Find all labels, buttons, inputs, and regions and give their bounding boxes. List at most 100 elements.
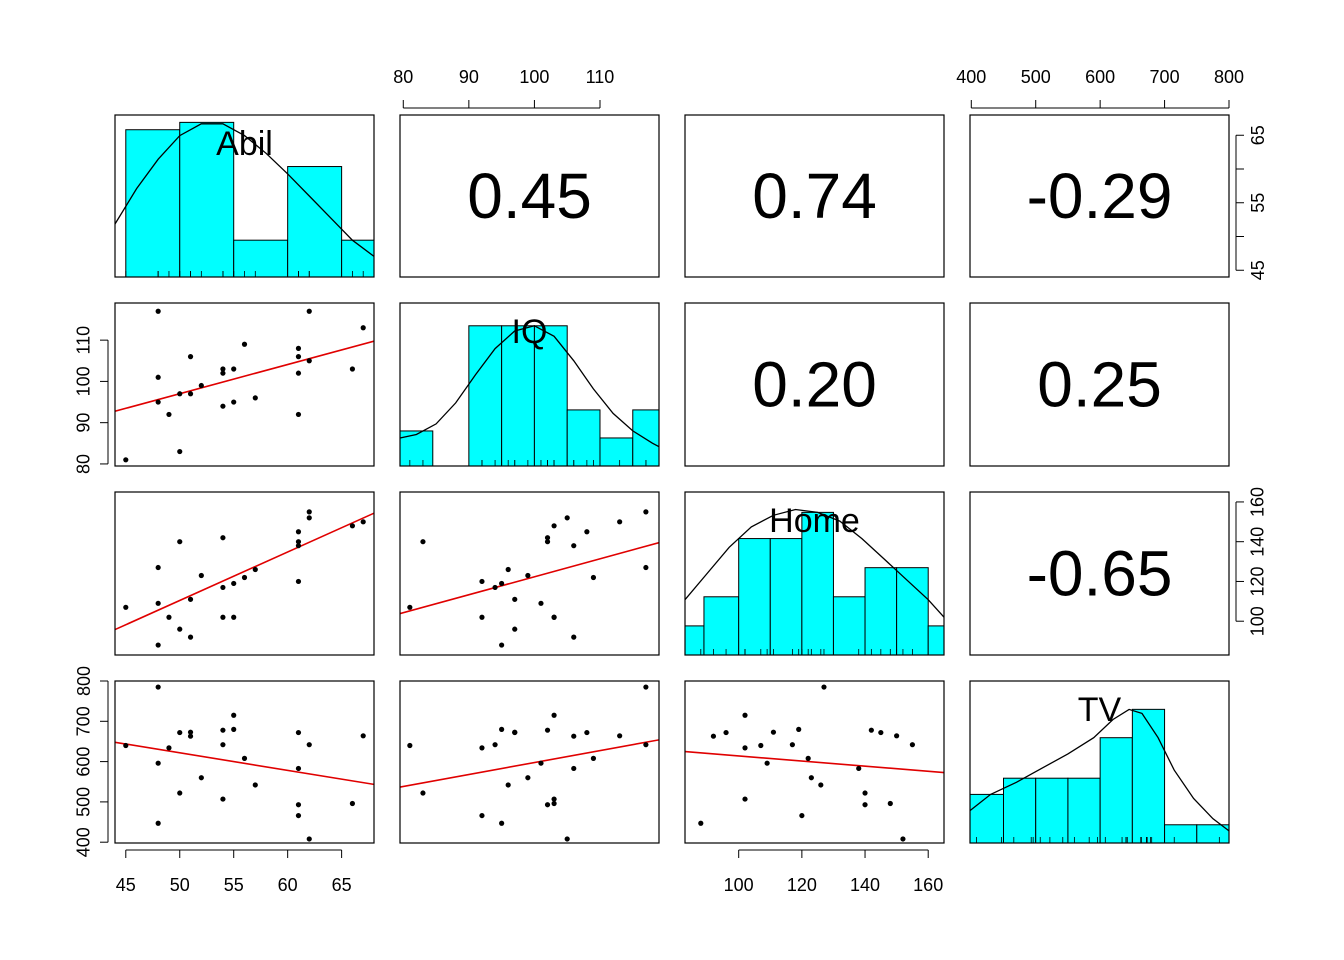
panel-frame (114, 114, 375, 278)
data-point (220, 727, 226, 733)
panel-tv-abil (114, 680, 375, 844)
data-point (241, 341, 248, 347)
data-point (306, 358, 312, 364)
data-point (177, 626, 183, 632)
tick-label: 80 (74, 454, 94, 474)
panel-iq-iq: IQ (399, 302, 660, 467)
histogram-bar (533, 325, 568, 467)
data-point (544, 727, 551, 733)
data-point (878, 729, 884, 736)
tick-label: 90 (74, 413, 94, 433)
panel-home-home: Home (684, 491, 945, 656)
data-point (590, 755, 597, 761)
data-point (295, 812, 302, 819)
scatter-content (400, 509, 659, 648)
data-point (571, 634, 577, 640)
tick-label: 700 (74, 706, 94, 736)
data-point (868, 727, 874, 733)
data-point (220, 403, 226, 409)
panel-abil-abil: Abil (114, 114, 375, 278)
data-point (198, 382, 204, 389)
data-point (295, 765, 302, 772)
data-point (155, 820, 161, 826)
histogram-bar (738, 538, 771, 656)
panel-frame (969, 680, 1230, 844)
data-point (538, 760, 544, 766)
density-curve (399, 325, 660, 448)
histogram-bar (1035, 777, 1069, 844)
tick-label: 800 (74, 666, 94, 696)
panel-abil-iq: 0.45 (399, 114, 660, 278)
data-point (799, 812, 805, 819)
panel-iq-tv: 0.25 (969, 302, 1230, 467)
tick-label: 600 (1085, 67, 1115, 87)
data-point (492, 742, 498, 748)
data-point (499, 820, 505, 826)
panel-frame (114, 680, 375, 844)
tick-label: 800 (1214, 67, 1244, 87)
data-point (295, 529, 302, 535)
variable-name-tv: TV (1078, 691, 1122, 729)
data-point (231, 614, 237, 620)
tick-label: 55 (224, 875, 244, 895)
data-point (909, 742, 916, 748)
data-point (571, 733, 577, 739)
data-point (220, 370, 226, 376)
data-point (231, 366, 237, 372)
data-point (187, 634, 194, 640)
data-point (551, 614, 557, 620)
tick-label: 45 (1248, 260, 1268, 280)
tick-label: 160 (1248, 487, 1268, 517)
data-point (723, 729, 729, 736)
data-point (295, 543, 302, 549)
data-point (544, 539, 551, 545)
tick-label: 80 (393, 67, 413, 87)
tick-label: 500 (74, 787, 94, 817)
tick-label: 110 (74, 326, 94, 355)
data-point (177, 391, 183, 397)
panel-home-tv: -0.65 (969, 491, 1230, 656)
data-point (758, 742, 764, 749)
data-point (295, 354, 302, 360)
data-point (306, 515, 312, 521)
data-point (295, 345, 302, 351)
data-point (512, 596, 518, 602)
data-point (349, 366, 356, 372)
data-point (742, 712, 748, 718)
data-point (407, 742, 413, 749)
tick-label: 65 (332, 875, 352, 895)
x-axis-top-iq: 80 90 100 110 (393, 67, 614, 109)
regression-line (400, 739, 659, 788)
data-point (231, 726, 237, 732)
tick-label: 55 (1248, 193, 1268, 213)
data-point (252, 782, 258, 788)
panel-abil-home: 0.74 (684, 114, 945, 278)
data-point (551, 796, 557, 802)
data-point (166, 411, 172, 418)
data-point (887, 800, 893, 807)
panel-frame (684, 491, 945, 656)
histogram-bar (864, 567, 898, 656)
data-point (525, 775, 531, 781)
data-point (742, 796, 748, 802)
data-point (252, 395, 258, 401)
data-point (551, 712, 557, 718)
x-axis-bottom-abil: 45 50 55 60 65 (116, 849, 352, 895)
data-point (155, 760, 161, 766)
data-point (479, 812, 485, 819)
regression-line (115, 512, 374, 631)
data-point (764, 760, 770, 766)
data-point (295, 729, 302, 736)
data-point (155, 308, 161, 314)
data-point (571, 765, 577, 772)
data-point (231, 399, 237, 405)
data-point (544, 802, 551, 808)
data-point (177, 539, 183, 545)
regression-line (400, 541, 659, 615)
data-point (525, 572, 531, 579)
data-point (862, 790, 868, 796)
panel-frame (684, 680, 945, 844)
regression-line (685, 750, 944, 774)
data-point (643, 684, 649, 690)
